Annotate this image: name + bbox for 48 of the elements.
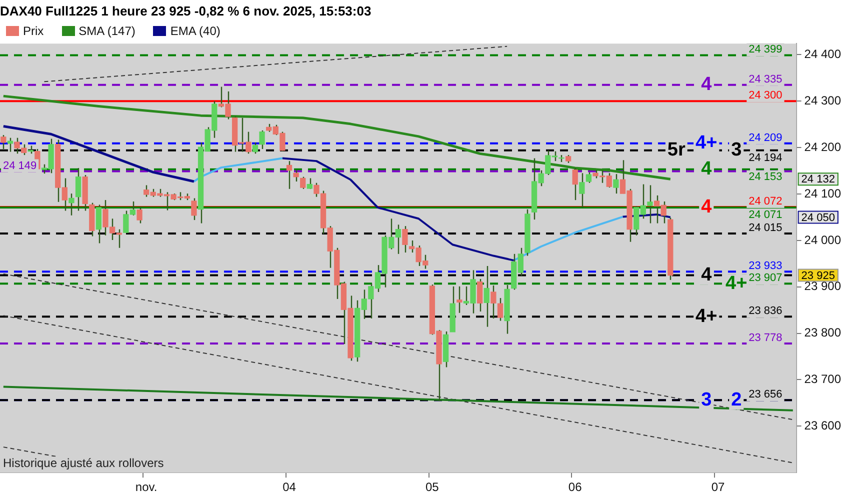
ref-line-label: 23 933 — [748, 260, 782, 272]
annotation: 3 — [701, 389, 712, 410]
x-tick-label: nov. — [135, 480, 158, 494]
y-tick-label: 24 200 — [804, 140, 842, 154]
y-tick-label: 24 000 — [804, 232, 842, 247]
ref-line-label: 23 778 — [748, 332, 782, 344]
annotation: 4+ — [696, 306, 718, 327]
annotation: 3 — [731, 140, 742, 161]
x-tick-label: 07 — [711, 480, 726, 494]
ref-line-label: 24 300 — [748, 90, 782, 102]
annotation: 2 — [731, 389, 742, 410]
x-tick-label: 04 — [282, 480, 296, 494]
ref-line-label: 24 071 — [748, 209, 782, 222]
annotation: 4 — [701, 196, 712, 218]
annotation: 24 132 — [801, 174, 835, 186]
annotation: Historique ajusté aux rollovers — [3, 456, 164, 470]
ref-line-label: 24 149 — [3, 160, 37, 172]
y-tick-label: 23 700 — [804, 372, 842, 386]
annotation: 24 050 — [801, 212, 835, 224]
y-tick-label: 24 100 — [804, 186, 842, 200]
y-tick-label: 23 800 — [804, 326, 842, 340]
legend-label: SMA (147) — [78, 24, 136, 38]
annotation: 4+ — [696, 132, 718, 154]
ref-line-label: 24 015 — [748, 222, 782, 234]
ref-line-label: 24 335 — [748, 73, 782, 86]
y-tick-label: 23 600 — [804, 418, 842, 432]
chart-title: DAX40 Full1225 1 heure 23 925 -0,82 % 6 nov. 2025, 15:53:03 — [0, 3, 372, 18]
ref-line-label: 23 907 — [748, 272, 782, 284]
ref-line-label: 23 656 — [748, 388, 782, 401]
y-tick-label: 24 400 — [804, 47, 842, 62]
ref-line-label: 24 209 — [748, 132, 782, 144]
ref-line-label: 24 194 — [748, 152, 782, 164]
y-tick-label: 24 300 — [804, 93, 842, 108]
ref-line-label: 23 925 — [801, 270, 835, 282]
annotation: 5r — [667, 140, 686, 161]
ref-line-label: 24 072 — [748, 196, 782, 208]
annotation: 4 — [701, 264, 712, 286]
y-tick-label: 23 900 — [804, 279, 842, 294]
legend-label: Prix — [23, 24, 44, 38]
x-tick-label: 05 — [426, 480, 440, 494]
x-tick-label: 06 — [568, 480, 582, 494]
annotation: 4 — [701, 74, 712, 96]
ref-line-label: 24 399 — [748, 44, 782, 56]
annotation: 4 — [701, 158, 712, 180]
ref-line-label: 24 153 — [748, 170, 782, 183]
legend-label: EMA (40) — [170, 24, 220, 38]
ref-line-label: 23 836 — [748, 305, 782, 318]
annotation: 4+ — [726, 272, 748, 294]
